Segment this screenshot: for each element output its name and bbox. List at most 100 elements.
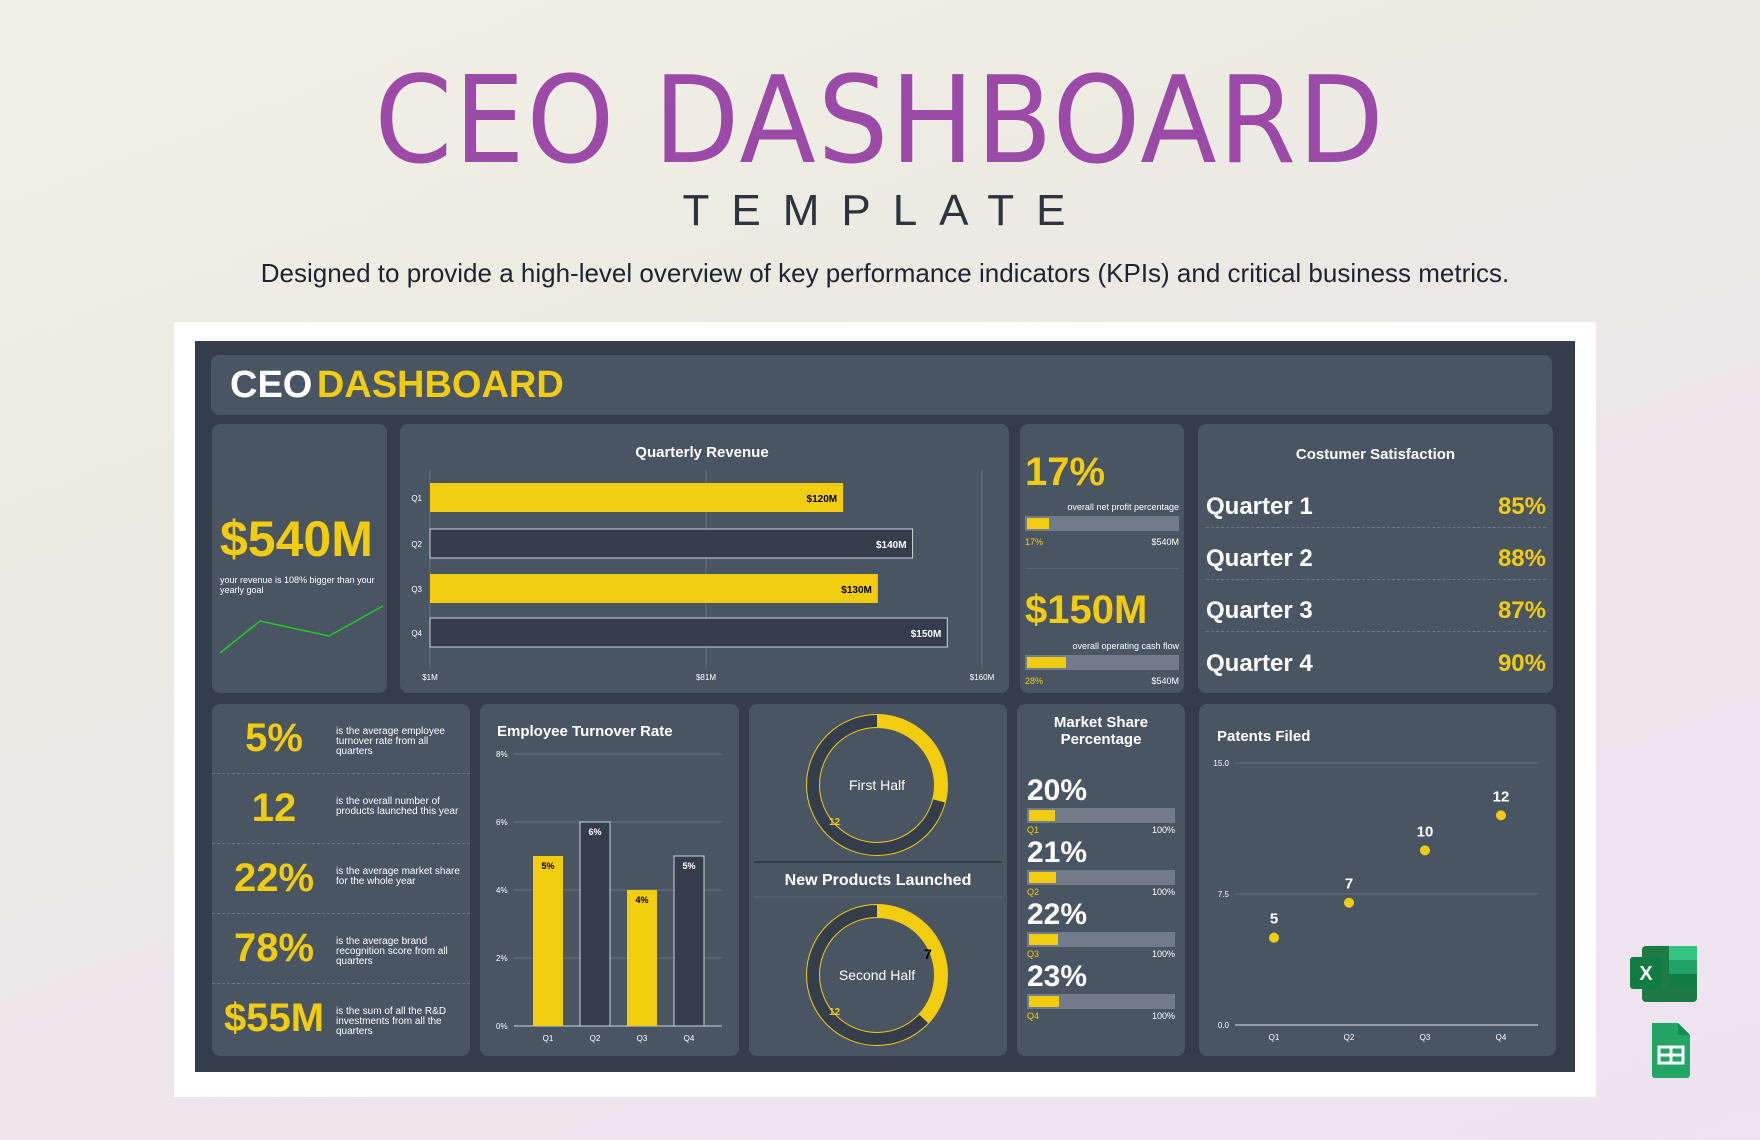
x-category-label: Q3: [1420, 1033, 1431, 1042]
y-tick-label: 15.0: [1213, 759, 1229, 768]
patent-point: [1344, 897, 1354, 908]
x-category-label: Q1: [1269, 1033, 1280, 1042]
revenue-bar: [430, 483, 844, 512]
svg-text:X: X: [1639, 963, 1653, 985]
x-category-label: Q2: [1344, 1033, 1355, 1042]
chart-title: Employee Turnover Rate: [497, 723, 673, 740]
patent-point: [1420, 845, 1430, 856]
employee-turnover-card: Employee Turnover Rate 0% 2% 4% 6% 8% 5% Q1 6% Q…: [480, 704, 739, 1056]
market-share-value: 22%: [1027, 898, 1088, 931]
profit-progress: [1025, 516, 1179, 531]
page-title: CEO DASHBOARD: [374, 52, 1386, 191]
quarter-label: Quarter 2: [1206, 545, 1313, 572]
header-title-ceo: CEO: [230, 364, 313, 406]
market-share-fill: [1027, 808, 1057, 823]
market-share-quarter: Q3: [1027, 949, 1040, 959]
market-share-quarter: Q1: [1027, 825, 1040, 835]
bar-data-label: 5%: [682, 861, 695, 871]
turnover-bar: [627, 890, 657, 1026]
kpi-row: 22% is the average market share for the w…: [212, 844, 470, 914]
first-half-outline: [819, 727, 935, 843]
second-half-outline: [819, 917, 935, 1033]
excel-icon[interactable]: X: [1630, 944, 1700, 1006]
turnover-bar: [533, 856, 563, 1026]
x-category-label: Q3: [637, 1034, 648, 1043]
market-share-item: 21% Q2 100%: [1027, 838, 1175, 900]
market-share-value: 23%: [1027, 960, 1088, 993]
market-share-card: Market Share Percentage 20% Q1 100% 21% Q2…: [1017, 704, 1185, 1056]
x-tick-label: $1M: [422, 673, 438, 682]
quarter-value: 85%: [1497, 493, 1546, 520]
revenue-value: $540M: [220, 511, 373, 567]
satisfaction-title: Costumer Satisfaction: [1295, 446, 1456, 463]
y-tick-label: 8%: [496, 750, 508, 759]
second-half-yellow-label: 7: [924, 946, 932, 962]
patent-point: [1269, 932, 1279, 943]
point-data-label: 12: [1493, 788, 1510, 805]
patent-point: [1496, 810, 1506, 821]
first-half-outline: [806, 714, 948, 856]
kpi-row: 12 is the overall number of products laun…: [212, 774, 470, 844]
cashflow-value: $150M: [1025, 588, 1148, 632]
quarter-value: 90%: [1497, 650, 1546, 677]
first-half-dark-segment: [806, 714, 946, 856]
kpi-value: 78%: [233, 926, 315, 970]
cashflow-right-label: $540M: [1151, 676, 1179, 686]
divider: [1025, 568, 1179, 569]
google-sheets-icon[interactable]: [1649, 1021, 1693, 1079]
market-share-fill: [1027, 994, 1062, 1009]
quarter-label: Quarter 1: [1206, 493, 1313, 520]
second-half-outline: [806, 904, 948, 1046]
market-share-max: 100%: [1151, 887, 1175, 897]
turnover-bar: [579, 821, 611, 1027]
second-half-yellow-segment: [876, 904, 948, 1024]
quarter-value: 88%: [1497, 545, 1546, 572]
revenue-bar: [430, 574, 878, 603]
revenue-bar: [429, 528, 914, 559]
kpi-row: 78% is the average brand recognition scor…: [212, 914, 470, 984]
market-share-value: 21%: [1027, 836, 1088, 869]
revenue-bar: [429, 617, 948, 648]
revenue-desc: your revenue is 108% bigger than your ye…: [220, 575, 375, 595]
chart-title: Patents Filed: [1217, 728, 1310, 745]
y-category-label: Q2: [411, 540, 422, 549]
y-category-label: Q4: [411, 629, 422, 638]
market-share-title-line: Percentage: [1060, 731, 1142, 748]
second-half-label: Second Half: [839, 967, 915, 983]
satisfaction-row: Quarter 4 90%: [1206, 632, 1546, 684]
market-share-item: 23% Q4 100%: [1027, 962, 1175, 1024]
employee-turnover-chart: Employee Turnover Rate 0% 2% 4% 6% 8% 5% Q1 6% Q…: [496, 723, 722, 1043]
header-title-dashboard: DASHBOARD: [316, 364, 564, 406]
y-tick-label: 0%: [496, 1022, 508, 1031]
new-products-donuts: 12 12 7 New Products Launched First Half Seco…: [754, 714, 1002, 1046]
x-category-label: Q4: [684, 1034, 695, 1043]
kpi-value: 22%: [233, 856, 315, 900]
quarter-value: 87%: [1497, 597, 1546, 624]
bar-data-label: $120M: [807, 494, 838, 505]
x-category-label: Q4: [1496, 1033, 1507, 1042]
dashboard-header: CEO DASHBOARD: [211, 355, 1552, 415]
kpi-value: 12: [251, 786, 297, 830]
x-tick-label: $160M: [970, 673, 995, 682]
quarterly-revenue-card: Quarterly Revenue $1M $81M $160M $120M Q1 $14…: [400, 424, 1009, 693]
quarter-label: Quarter 3: [1206, 597, 1313, 624]
quarterly-revenue-chart: Quarterly Revenue $1M $81M $160M $120M Q1 $14…: [411, 444, 995, 682]
profit-desc: overall net profit percentage: [1067, 502, 1179, 512]
satisfaction-row: Quarter 2 88%: [1206, 528, 1546, 580]
market-share-max: 100%: [1151, 825, 1175, 835]
market-share-progress: [1027, 932, 1175, 947]
first-half-dark-label: 12: [829, 817, 841, 828]
y-tick-label: 2%: [496, 954, 508, 963]
y-tick-label: 0.0: [1218, 1021, 1230, 1030]
products-title: New Products Launched: [785, 872, 972, 889]
page-subtitle: TEMPLATE: [682, 186, 1088, 235]
patents-card: Patents Filed 0.0 7.5 15.0 5 Q1 7 Q2 10 Q3 12 Q4: [1199, 704, 1556, 1056]
bar-data-label: $140M: [876, 540, 907, 551]
new-products-card: 12 12 7 New Products Launched First Half Seco…: [749, 704, 1007, 1056]
revenue-sparkline: [219, 605, 384, 654]
cashflow-progress-fill: [1025, 655, 1069, 670]
bar-data-label: 5%: [541, 861, 554, 871]
market-share-progress: [1027, 994, 1175, 1009]
market-share-progress: [1027, 808, 1175, 823]
cashflow-desc: overall operating cash flow: [1072, 641, 1179, 651]
